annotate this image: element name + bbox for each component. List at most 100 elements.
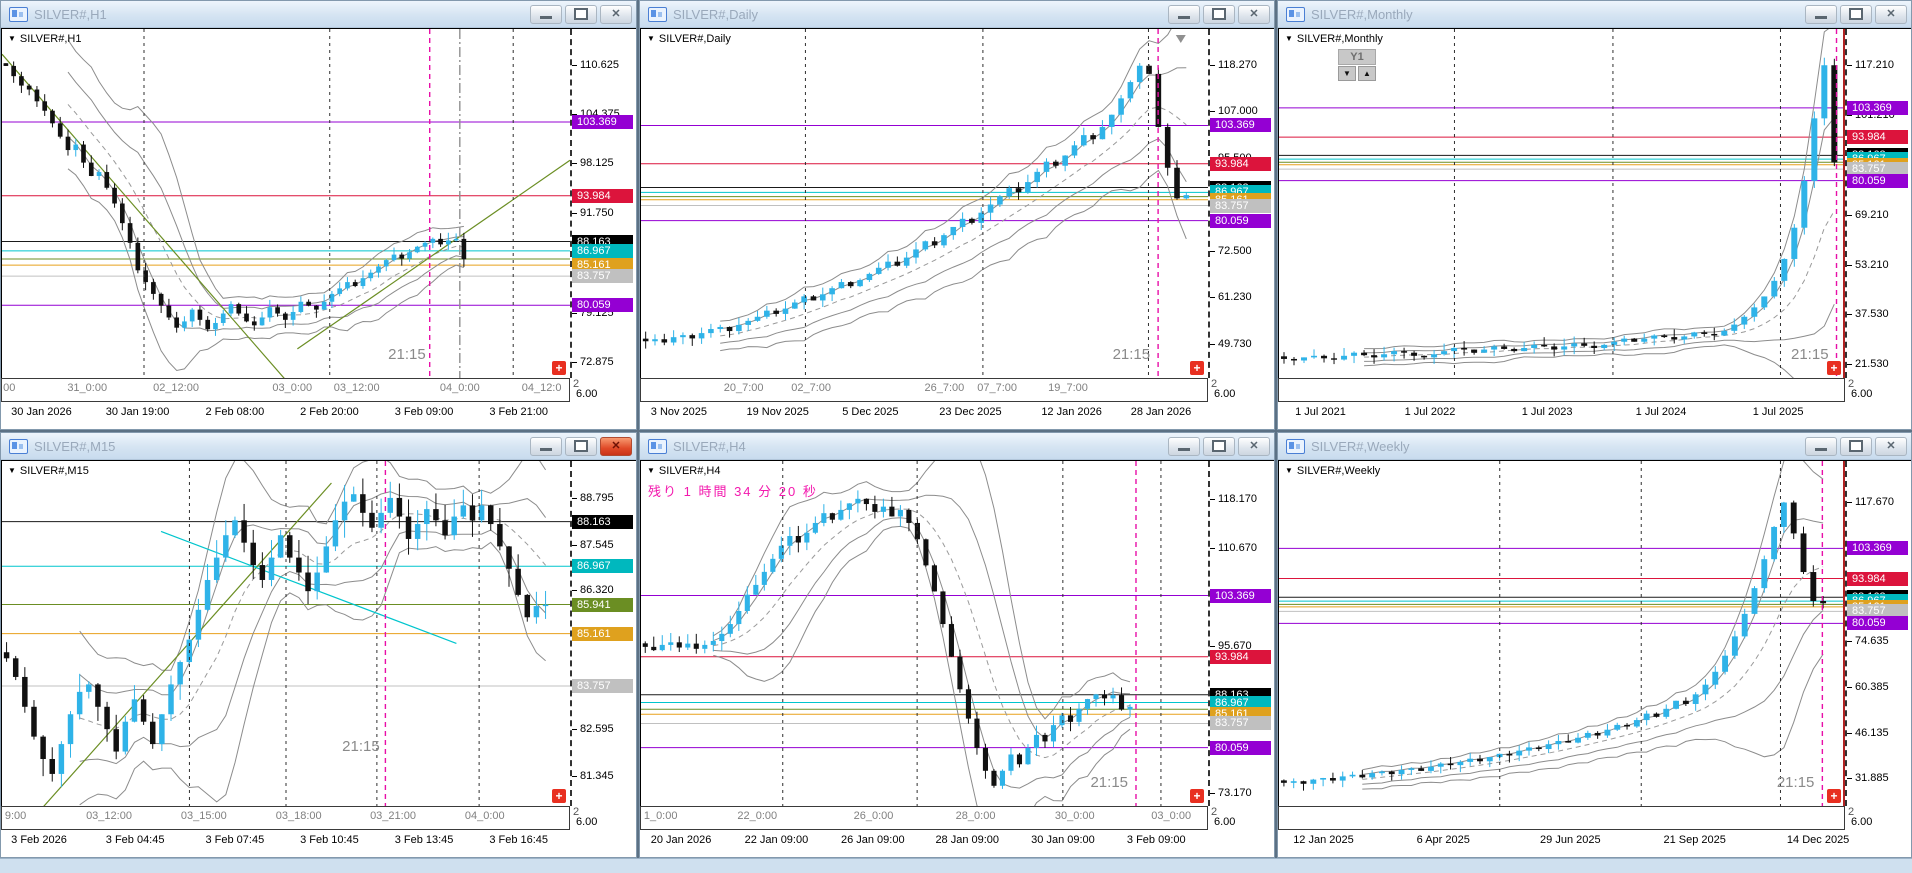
window-titlebar[interactable]: SILVER#,H1 ✕ [1, 1, 636, 28]
price-axis[interactable]: 118.170 110.670 95.670 73.170 103.369 93.984 8… [1210, 461, 1274, 806]
maximize-button[interactable] [1840, 4, 1872, 24]
minimize-button[interactable] [1805, 436, 1837, 456]
close-button[interactable]: ✕ [1238, 436, 1270, 456]
maximize-icon [1849, 440, 1863, 452]
time-tick: 04_0:00 [439, 382, 480, 394]
chart-plot[interactable]: ▼ SILVER#,Daily 21:15 + [641, 29, 1210, 378]
price-tick: 98.125 [572, 156, 614, 170]
date-tick: 6 Apr 2025 [1416, 834, 1470, 846]
date-tick: 12 Jan 2026 [1041, 406, 1102, 418]
add-indicator-button[interactable]: + [1827, 361, 1841, 375]
time-tick: 26_7:00 [924, 382, 965, 394]
add-indicator-button[interactable]: + [1827, 789, 1841, 803]
axis-corner: 2 6.00 [573, 806, 598, 828]
symbol-dropdown-icon[interactable]: ▼ [8, 466, 16, 475]
price-tick: 72.875 [572, 355, 614, 369]
chart-plot[interactable]: ▼ SILVER#,H1 21:15 + [2, 29, 572, 378]
symbol-dropdown-icon[interactable]: ▼ [647, 466, 655, 475]
price-badge: 103.369 [1847, 100, 1908, 115]
time-axis[interactable] [1278, 378, 1845, 402]
price-axis[interactable]: 88.795 87.545 86.320 82.595 81.345 88.163 86.9… [572, 461, 636, 806]
maximize-button[interactable] [1203, 4, 1235, 24]
add-indicator-button[interactable]: + [552, 789, 566, 803]
close-button[interactable]: ✕ [600, 436, 632, 456]
chart-plot[interactable]: ▼ SILVER#,H4 残り 1 時間 34 分 20 秒 21:15 + [641, 461, 1210, 806]
close-button[interactable]: ✕ [1238, 4, 1270, 24]
date-tick: 2 Feb 08:00 [205, 406, 265, 418]
time-axis[interactable]: 9:00 03_12:00 03_15:00 03_18:00 03_21:00 04_0… [1, 806, 570, 830]
chart-plot[interactable]: ▼ SILVER#,Weekly 21:15 + [1279, 461, 1847, 806]
add-indicator-button[interactable]: + [552, 361, 566, 375]
time-axis[interactable]: 20_7:00 02_7:00 26_7:00 07_7:00 19_7:00 [640, 378, 1208, 402]
maximize-button[interactable] [565, 436, 597, 456]
date-tick: 14 Dec 2025 [1786, 834, 1850, 846]
date-tick: 1 Jul 2025 [1752, 406, 1804, 418]
close-button[interactable]: ✕ [600, 4, 632, 24]
time-marker-label: 21:15 [1791, 346, 1829, 364]
price-tick: 95.670 [1210, 639, 1252, 653]
symbol-dropdown-icon[interactable]: ▼ [1285, 466, 1293, 475]
candle-countdown-label: 残り 1 時間 34 分 20 秒 [648, 484, 818, 499]
time-tick: 28_0:00 [955, 810, 996, 822]
y1-up-button[interactable]: ▲ [1358, 66, 1376, 81]
chart-symbol-label: ▼ SILVER#,Weekly [1285, 465, 1381, 477]
time-tick: 03_21:00 [370, 810, 416, 822]
minimize-button[interactable] [530, 436, 562, 456]
date-tick: 28 Jan 2026 [1130, 406, 1192, 418]
date-tick: 20 Jan 2026 [650, 834, 712, 846]
chart-plot[interactable]: ▼ SILVER#,M15 21:15 + [2, 461, 572, 806]
time-tick: 04_0:00 [464, 810, 505, 822]
time-axis[interactable]: 1_0:00 22_0:00 26_0:00 28_0:00 30_0:00 03_0:0… [640, 806, 1208, 830]
time-axis[interactable] [1278, 806, 1845, 830]
maximize-button[interactable] [565, 4, 597, 24]
date-tick: 28 Jan 09:00 [935, 834, 1000, 846]
date-axis: 30 Jan 2026 30 Jan 19:00 2 Feb 08:00 2 Feb … [1, 402, 636, 424]
price-tick: 46.135 [1847, 726, 1889, 740]
time-marker-label: 21:15 [1090, 774, 1129, 792]
maximize-button[interactable] [1840, 436, 1872, 456]
price-tick: 110.625 [572, 58, 619, 72]
minimize-button[interactable] [1168, 436, 1200, 456]
date-axis: 1 Jul 2021 1 Jul 2022 1 Jul 2023 1 Jul 2024… [1278, 402, 1911, 424]
date-tick: 1 Jul 2022 [1404, 406, 1456, 418]
price-tick: 37.530 [1847, 307, 1889, 321]
symbol-dropdown-icon[interactable]: ▼ [647, 34, 655, 43]
date-tick: 3 Feb 09:00 [394, 406, 454, 418]
time-tick: 03_12:00 [333, 382, 380, 394]
minimize-button[interactable] [1168, 4, 1200, 24]
maximize-icon [1212, 8, 1226, 20]
axis-corner: 2 6.00 [1848, 806, 1873, 828]
symbol-dropdown-icon[interactable]: ▼ [1285, 34, 1293, 43]
window-titlebar[interactable]: SILVER#,Monthly ✕ [1278, 1, 1911, 28]
add-indicator-button[interactable]: + [1190, 789, 1204, 803]
price-axis[interactable]: 117.670 74.635 60.385 46.135 31.885 103.369 93… [1847, 461, 1911, 806]
price-axis[interactable]: 110.625104.37598.12591.75079.12572.87510… [572, 29, 636, 378]
price-tick: 82.595 [572, 722, 614, 736]
candlestick-canvas [641, 461, 1208, 806]
close-button[interactable]: ✕ [1875, 436, 1907, 456]
axis-corner: 2 6.00 [1848, 378, 1873, 400]
price-tick: 31.885 [1847, 771, 1889, 785]
close-button[interactable]: ✕ [1875, 4, 1907, 24]
time-tick: 1_0:00 [643, 810, 678, 822]
window-titlebar[interactable]: SILVER#,Weekly ✕ [1278, 433, 1911, 460]
minimize-button[interactable] [530, 4, 562, 24]
time-axis[interactable]: 00 31_0:00 02_12:00 03_0:00 03_12:00 04_0:00 0… [1, 378, 570, 402]
chart-window-icon [1286, 438, 1305, 454]
chart-plot[interactable]: ▼ SILVER#,Monthly Y1 ▼ ▲ 21:15 + [1279, 29, 1847, 378]
time-marker-label: 21:15 [388, 346, 426, 364]
price-axis[interactable]: 117.210101.21069.21053.21037.53021.53010… [1847, 29, 1911, 378]
window-titlebar[interactable]: SILVER#,H4 ✕ [640, 433, 1274, 460]
price-axis[interactable]: 118.270107.00095.50072.50061.23049.73010… [1210, 29, 1274, 378]
time-marker-label: 21:15 [342, 738, 380, 756]
window-titlebar[interactable]: SILVER#,Daily ✕ [640, 1, 1274, 28]
minimize-button[interactable] [1805, 4, 1837, 24]
y1-down-button[interactable]: ▼ [1338, 66, 1356, 81]
minimize-icon [1178, 448, 1190, 451]
price-tick: 53.210 [1847, 258, 1889, 272]
window-titlebar[interactable]: SILVER#,M15 ✕ [1, 433, 636, 460]
maximize-button[interactable] [1203, 436, 1235, 456]
add-indicator-button[interactable]: + [1190, 361, 1204, 375]
symbol-dropdown-icon[interactable]: ▼ [8, 34, 16, 43]
price-badge: 103.369 [572, 114, 633, 129]
